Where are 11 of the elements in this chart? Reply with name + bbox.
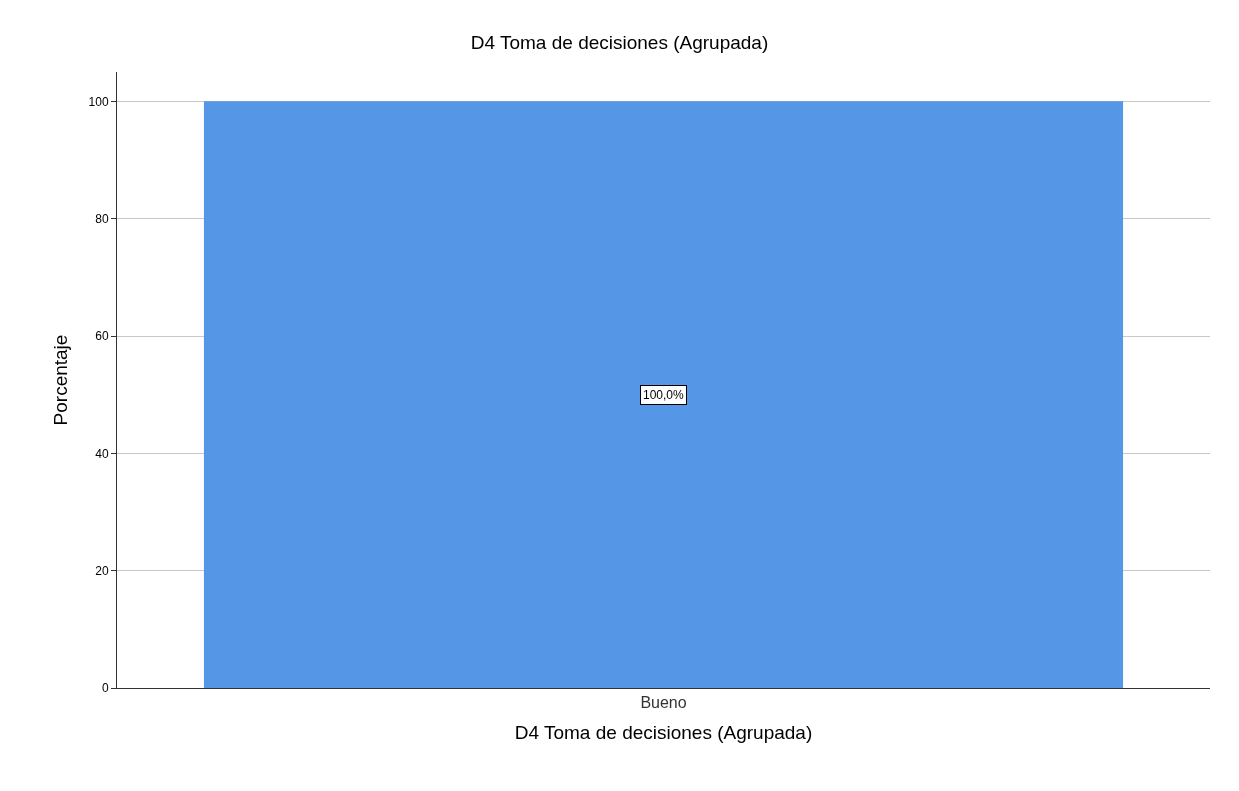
- y-axis-title: Porcentaje: [50, 334, 72, 426]
- chart-title: D4 Toma de decisiones (Agrupada): [470, 31, 769, 53]
- y-tick-label: 20: [95, 563, 109, 578]
- x-axis-title: D4 Toma de decisiones (Agrupada): [514, 722, 813, 743]
- y-tick-label: 0: [101, 681, 109, 696]
- y-tick-label: 80: [95, 211, 109, 226]
- data-label: 100,0%: [643, 388, 685, 402]
- x-tick-label: Bueno: [640, 694, 687, 712]
- y-tick-label: 100: [88, 94, 109, 109]
- y-tick-label: 40: [95, 446, 109, 461]
- y-tick-label: 60: [95, 329, 109, 344]
